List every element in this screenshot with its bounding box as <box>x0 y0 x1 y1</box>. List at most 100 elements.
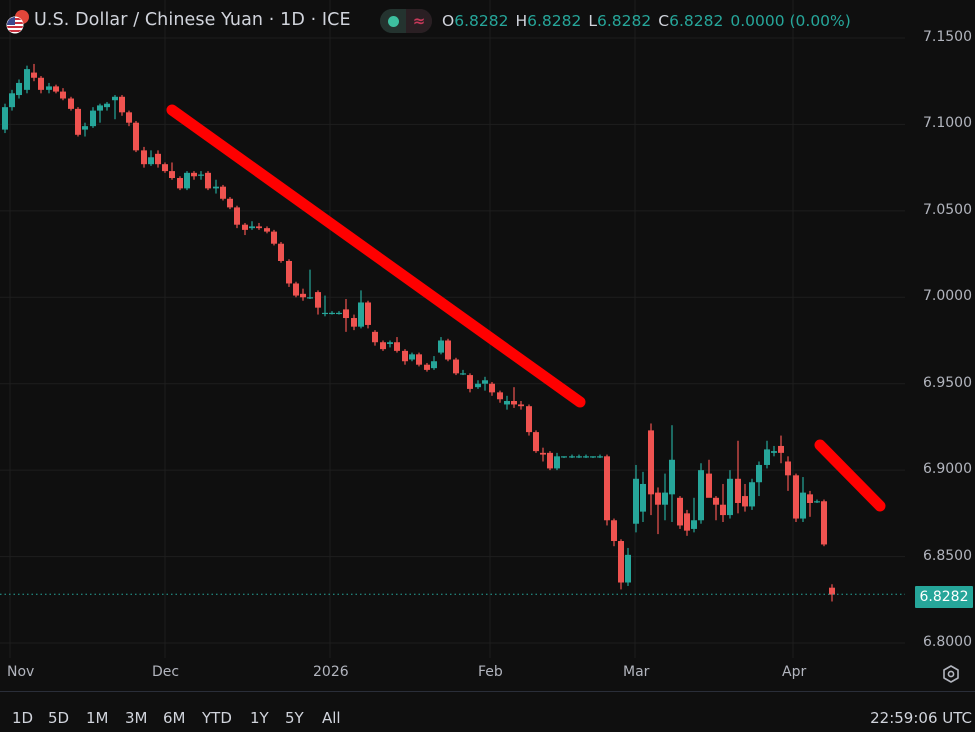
candle-body <box>148 157 154 165</box>
candle-body <box>691 520 697 529</box>
candle-body <box>38 77 44 90</box>
candle-body <box>97 105 103 111</box>
candle-body <box>713 497 719 505</box>
candle-body <box>533 432 539 452</box>
candle-body <box>322 312 328 315</box>
chart-header: U.S. Dollar / Chinese Yuan · 1D · ICE ≈ … <box>0 0 975 42</box>
range-ytd-button[interactable]: YTD <box>202 709 232 727</box>
candle-body <box>16 82 22 96</box>
candle-body <box>467 375 473 389</box>
candle-body <box>155 153 161 165</box>
candle-body <box>119 96 125 113</box>
candle-body <box>540 452 546 455</box>
candle-body <box>402 350 408 362</box>
price-chart-canvas[interactable] <box>0 0 975 660</box>
close-label: C <box>658 12 670 30</box>
candle-body <box>329 312 335 315</box>
symbol-title[interactable]: U.S. Dollar / Chinese Yuan · 1D · ICE <box>34 10 351 30</box>
candle-body <box>518 404 524 407</box>
high-label: H <box>515 12 528 30</box>
candle-body <box>336 312 342 315</box>
candle-body <box>482 380 488 384</box>
candle-body <box>684 513 690 531</box>
candle-body <box>380 342 386 350</box>
candle-body <box>590 456 596 458</box>
price-tick: 6.9500 <box>923 375 972 391</box>
candle-body <box>2 107 8 130</box>
range-1y-button[interactable]: 1Y <box>250 709 269 727</box>
approx-icon: ≈ <box>406 9 432 33</box>
range-all-button[interactable]: All <box>322 709 341 727</box>
time-label-dec: Dec <box>152 664 180 680</box>
range-3m-button[interactable]: 3M <box>125 709 148 727</box>
candle-body <box>497 392 503 400</box>
candle-body <box>742 496 748 507</box>
candle-body <box>82 126 88 130</box>
range-6m-button[interactable]: 6M <box>163 709 186 727</box>
time-label-nov: Nov <box>7 664 35 680</box>
candle-body <box>706 473 712 498</box>
candle-body <box>133 122 139 151</box>
candle-body <box>416 354 422 365</box>
candle-body <box>793 475 799 519</box>
candle-body <box>475 383 481 388</box>
time-axis[interactable]: Nov Dec 2026 Feb Mar Apr <box>0 658 975 688</box>
price-axis[interactable]: 7.1500 7.1000 7.0500 7.0000 6.9500 6.900… <box>905 0 975 660</box>
high-value: 6.8282 <box>527 12 582 30</box>
last-price-badge: 6.8282 <box>915 586 973 608</box>
candle-body <box>141 150 147 165</box>
candle-body <box>351 318 357 327</box>
currency-flags-icon <box>5 8 33 36</box>
trend-annotations <box>166 104 886 512</box>
candle-body <box>576 456 582 458</box>
settings-gear-icon[interactable] <box>941 664 961 684</box>
trend-line-annotation[interactable] <box>814 439 886 512</box>
candle-body <box>60 91 66 99</box>
range-5y-button[interactable]: 5Y <box>285 709 304 727</box>
candle-body <box>365 302 371 325</box>
candle-body <box>205 172 211 189</box>
candle-body <box>489 383 495 393</box>
candle-body <box>234 207 240 225</box>
time-label-feb: Feb <box>478 664 503 680</box>
candle-body <box>771 451 777 453</box>
range-toolbar: 1D 5D 1M 3M 6M YTD 1Y 5Y All 22:59:06 UT… <box>0 700 975 732</box>
candle-body <box>511 401 517 405</box>
utc-clock[interactable]: 22:59:06 UTC <box>870 709 972 727</box>
candle-body <box>445 340 451 360</box>
candle-body <box>242 224 248 230</box>
candle-body <box>669 459 675 495</box>
range-5d-button[interactable]: 5D <box>48 709 70 727</box>
candle-body <box>569 456 575 458</box>
range-1d-button[interactable]: 1D <box>12 709 34 727</box>
range-1m-button[interactable]: 1M <box>86 709 109 727</box>
time-label-apr: Apr <box>782 664 807 680</box>
candle-body <box>807 494 813 503</box>
grid-lines <box>0 0 905 658</box>
candle-body <box>749 482 755 507</box>
candle-body <box>394 342 400 351</box>
candle-body <box>24 69 30 90</box>
price-tick: 7.0000 <box>923 288 972 304</box>
candle-body <box>526 406 532 433</box>
candle-body <box>177 178 183 189</box>
time-label-2026: 2026 <box>313 664 349 680</box>
candle-body <box>453 359 459 374</box>
trend-line-annotation[interactable] <box>166 104 586 408</box>
candle-body <box>372 331 378 343</box>
candle-body <box>735 478 741 503</box>
candle-body <box>53 86 59 92</box>
price-tick: 7.1500 <box>923 29 972 45</box>
candle-body <box>583 456 589 458</box>
candle-body <box>9 93 15 108</box>
change-value: 0.0000 (0.00%) <box>730 12 851 30</box>
candle-body <box>191 172 197 177</box>
candle-body <box>698 470 704 521</box>
candle-body <box>554 456 560 469</box>
candle-body <box>633 478 639 524</box>
close-value: 6.8282 <box>669 12 724 30</box>
market-status-pill[interactable]: ≈ <box>380 9 432 33</box>
candle-body <box>677 497 683 526</box>
candle-body <box>307 297 313 299</box>
candle-body <box>184 172 190 189</box>
